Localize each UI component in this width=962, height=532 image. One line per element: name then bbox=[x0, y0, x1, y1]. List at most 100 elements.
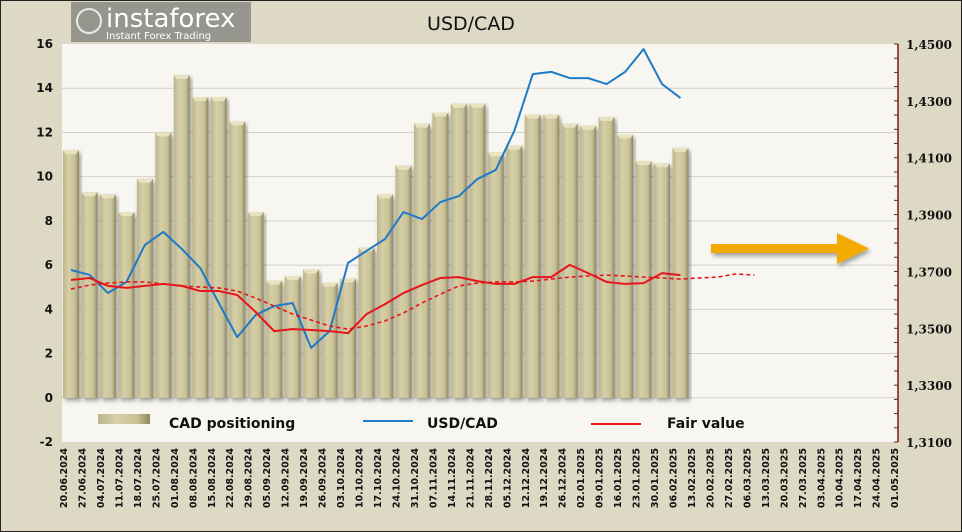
bar-cap bbox=[395, 165, 412, 170]
right-axis-tick-label: 1,3700 bbox=[906, 265, 952, 279]
bar-body bbox=[395, 165, 412, 398]
x-axis-tick-label: 16.01.2025 bbox=[613, 448, 624, 508]
bar-cap bbox=[561, 123, 578, 128]
x-axis-tick-label: 12.09.2024 bbox=[281, 448, 292, 508]
instaforex-logo: instaforex Instant Forex Trading bbox=[71, 2, 251, 42]
bar-body bbox=[376, 194, 393, 398]
bar-body bbox=[81, 192, 98, 398]
legend: CAD positioning USD/CAD Fair value bbox=[98, 414, 745, 432]
bar-body bbox=[99, 194, 116, 398]
bar bbox=[99, 194, 116, 398]
bar-body bbox=[321, 282, 338, 398]
bar-body bbox=[598, 116, 615, 398]
bar bbox=[247, 212, 264, 398]
trend-arrow-annotation bbox=[711, 233, 869, 264]
x-axis-tick-label: 01.08.2024 bbox=[170, 448, 181, 508]
bar-body bbox=[469, 103, 486, 398]
x-axis-tick-label: 01.05.2025 bbox=[890, 448, 901, 508]
x-axis-tick-label: 17.10.2024 bbox=[373, 448, 384, 508]
x-axis-tick-label: 19.12.2024 bbox=[539, 448, 550, 508]
bar bbox=[506, 145, 523, 398]
left-axis-tick-label: 2 bbox=[45, 347, 53, 361]
bar-body bbox=[136, 178, 153, 398]
bar-body bbox=[487, 152, 504, 398]
legend-swatch-bars bbox=[98, 414, 150, 424]
bar-body bbox=[506, 145, 523, 398]
bar-cap bbox=[247, 212, 264, 217]
bar bbox=[617, 134, 634, 398]
bar-body bbox=[192, 97, 209, 398]
logo-mark-icon bbox=[76, 8, 102, 34]
bar-body bbox=[63, 150, 79, 398]
bar bbox=[487, 152, 504, 398]
bar bbox=[192, 97, 209, 398]
right-axis-tick-label: 1,3900 bbox=[906, 209, 952, 223]
bar-cap bbox=[173, 74, 190, 79]
x-axis-tick-label: 18.07.2024 bbox=[133, 448, 144, 508]
bar bbox=[543, 114, 560, 398]
x-axis-tick-label: 29.08.2024 bbox=[244, 448, 255, 508]
x-axis-tick-label: 27.06.2024 bbox=[77, 448, 88, 508]
bar-cap bbox=[284, 276, 301, 281]
bar-cap bbox=[99, 194, 116, 199]
bar-body bbox=[155, 132, 172, 398]
x-axis-tick-label: 10.10.2024 bbox=[355, 448, 366, 508]
x-axis-tick-label: 10.04.2025 bbox=[835, 448, 846, 508]
bar-body bbox=[450, 103, 467, 398]
bar bbox=[395, 165, 412, 398]
x-axis-tick-label: 22.08.2024 bbox=[225, 448, 236, 508]
bar-body bbox=[210, 97, 227, 398]
left-axis-tick-label: 4 bbox=[45, 302, 53, 316]
bar bbox=[173, 74, 190, 398]
x-axis-tick-label: 24.04.2025 bbox=[872, 448, 883, 508]
bar-body bbox=[561, 123, 578, 398]
bar-body bbox=[413, 123, 430, 398]
bar-body bbox=[672, 147, 689, 398]
bar-body bbox=[524, 114, 541, 398]
series-line-unlabelled-dashed bbox=[70, 273, 755, 330]
logo-tagline: Instant Forex Trading bbox=[106, 31, 211, 42]
x-axis-tick-label: 19.09.2024 bbox=[299, 448, 310, 508]
x-axis-tick-label: 21.11.2024 bbox=[465, 448, 476, 508]
bar bbox=[469, 103, 486, 398]
bar-body bbox=[543, 114, 560, 398]
bar bbox=[654, 163, 671, 398]
x-axis-tick-label: 23.01.2025 bbox=[632, 448, 643, 508]
bar bbox=[303, 269, 320, 398]
legend-label-cad-positioning: CAD positioning bbox=[169, 416, 295, 432]
right-axis-tick-label: 1,3300 bbox=[906, 379, 952, 393]
bar-cap bbox=[321, 282, 338, 287]
bar-cap bbox=[413, 123, 430, 128]
bar-cap bbox=[617, 134, 634, 139]
x-axis-tick-label: 24.10.2024 bbox=[391, 448, 402, 508]
bar bbox=[672, 147, 689, 398]
x-axis-tick-label: 31.10.2024 bbox=[410, 448, 421, 508]
x-axis-tick-label: 02.01.2025 bbox=[576, 448, 587, 508]
bar-cap bbox=[672, 147, 689, 152]
legend-label-usdcad: USD/CAD bbox=[427, 416, 498, 432]
bar-cap bbox=[81, 192, 98, 197]
bar-cap bbox=[303, 269, 320, 274]
bar-cap bbox=[210, 97, 227, 102]
bar-cap bbox=[63, 150, 79, 155]
bar-cap bbox=[450, 103, 467, 108]
bar bbox=[229, 121, 246, 398]
x-axis-tick-label: 12.12.2024 bbox=[521, 448, 532, 508]
bar-body bbox=[654, 163, 671, 398]
left-axis-tick-label: 16 bbox=[36, 37, 53, 51]
left-axis-tick-label: 0 bbox=[45, 391, 53, 405]
bar bbox=[210, 97, 227, 398]
logo-brand: instaforex bbox=[106, 4, 235, 34]
bar-cap bbox=[654, 163, 671, 168]
x-axis-tick-label: 14.11.2024 bbox=[447, 448, 458, 508]
bar bbox=[63, 150, 79, 398]
x-axis-tick-label: 28.11.2024 bbox=[484, 448, 495, 508]
x-axis-tick-label: 07.11.2024 bbox=[428, 448, 439, 508]
bar-body bbox=[432, 112, 449, 398]
bar bbox=[321, 282, 338, 398]
x-axis-tick-label: 27.03.2025 bbox=[798, 448, 809, 508]
x-axis-tick-label: 03.10.2024 bbox=[336, 448, 347, 508]
right-axis-tick-label: 1,4500 bbox=[906, 38, 952, 52]
chart-title: USD/CAD bbox=[427, 13, 515, 35]
x-axis-tick-label: 30.01.2025 bbox=[650, 448, 661, 508]
